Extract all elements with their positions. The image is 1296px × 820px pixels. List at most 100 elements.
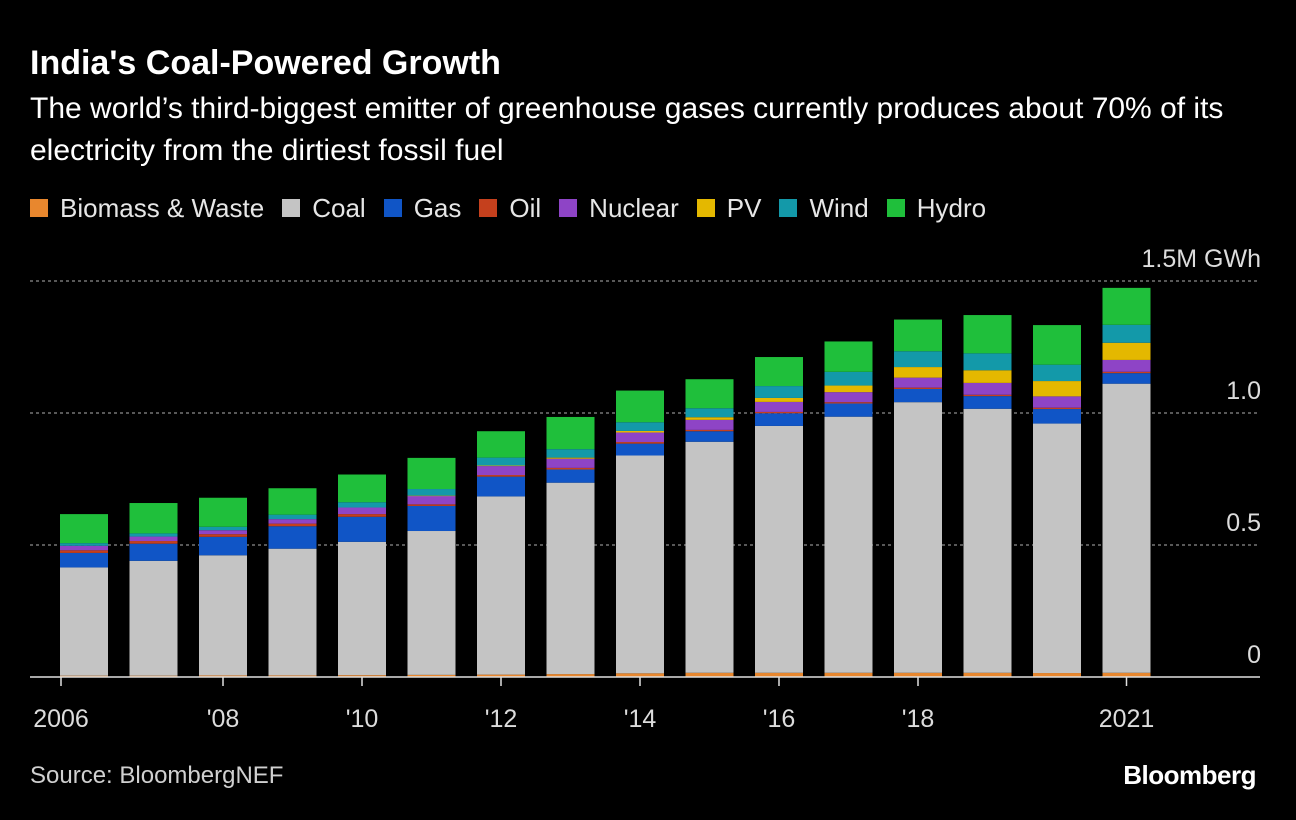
bar-segment-hydro [824,341,873,372]
bar-segment-wind [546,449,595,458]
bar-segment-nuclear [60,545,108,551]
bar-segment-wind [685,408,734,418]
bar-segment-hydro [407,457,456,490]
bar-stack-2007 [129,503,178,677]
x-tick-label: '12 [485,705,518,733]
bar-segment-coal [199,555,247,676]
bar-segment-nuclear [546,458,595,468]
bar-segment-wind [824,371,873,386]
bar-segment-oil [894,387,942,389]
bar-segment-hydro [685,379,734,409]
bar-segment-coal [129,560,178,676]
legend-label: Gas [413,192,462,223]
bar-stack-2009 [268,488,317,677]
x-tick-label: '08 [207,705,240,733]
bar-segment-coal [755,425,803,673]
bar-segment-hydro [1033,325,1081,365]
bar-segment-gas [60,552,108,568]
bar-segment-pv [477,465,525,467]
bar-segment-hydro [60,514,108,544]
bar-stack-2008 [199,497,247,677]
bar-segment-nuclear [894,377,942,388]
bar-segment-coal [616,455,664,674]
legend-swatch-coal [282,199,301,217]
bar-segment-biomass-and-waste [616,673,664,677]
bar-segment-coal [1102,383,1151,673]
bar-segment-coal [477,496,525,675]
bar-segment-nuclear [477,466,525,476]
bar-segment-wind [894,351,942,368]
bar-segment-pv [1102,342,1151,360]
bar-segment-pv [824,385,873,393]
bar-segment-oil [477,475,525,477]
bar-segment-hydro [755,357,803,387]
bar-segment-gas [268,526,317,549]
bar-segment-nuclear [1102,359,1151,372]
bar-segment-wind [963,353,1012,371]
bar-segment-hydro [129,503,178,534]
bar-segment-coal [338,541,386,676]
bar-segment-biomass-and-waste [407,674,456,677]
bar-segment-wind [129,533,178,537]
bar-segment-wind [268,514,317,520]
bar-segment-nuclear [407,495,456,505]
bar-segment-biomass-and-waste [268,675,317,677]
bar-segment-coal [824,416,873,673]
bar-segment-nuclear [963,382,1012,395]
chart-subtitle: The world’s third-biggest emitter of gre… [30,92,1224,167]
legend-swatch-wind [779,199,798,217]
bar-segment-biomass-and-waste [963,672,1012,677]
bar-stack-2018 [894,319,942,677]
legend-swatch-biomass-and-waste [30,199,48,217]
source-note: Source: BloombergNEF [30,762,284,789]
bar-segment-nuclear [129,536,178,542]
bar-segment-gas [199,536,247,556]
bar-stack-2015 [685,379,734,677]
bar-segment-oil [199,534,247,537]
bar-segment-coal [1033,423,1081,674]
bar-segment-wind [477,457,525,466]
bar-segment-coal [546,482,595,675]
legend-label: Wind [809,192,869,223]
bar-segment-nuclear [199,530,247,535]
bar-segment-wind [60,543,108,546]
bar-segment-biomass-and-waste [546,674,595,677]
bar-segment-biomass-and-waste [894,672,942,677]
x-tick-label: '10 [346,705,379,733]
chart-title: India's Coal-Powered Growth [30,44,501,82]
bar-segment-pv [963,370,1012,383]
bar-segment-gas [338,516,386,542]
legend-label: PV [726,192,762,223]
bar-segment-hydro [894,319,942,352]
bar-segment-oil [1033,407,1081,410]
bar-stack-2006 [60,514,108,677]
bar-segment-oil [824,402,873,404]
bar-segment-wind [407,489,456,496]
bar-segment-pv [1033,381,1081,397]
bar-segment-gas [755,413,803,426]
bar-segment-gas [546,469,595,483]
bar-segment-coal [963,408,1012,673]
legend-swatch-oil [479,199,498,217]
bar-segment-wind [338,502,386,508]
bar-segment-nuclear [268,519,317,524]
legend-swatch-nuclear [559,199,578,217]
bar-segment-wind [1033,364,1081,382]
x-tick-label: 2006 [33,705,89,733]
bar-segment-pv [685,417,734,420]
bar-stack-2010 [338,474,386,677]
bar-stack-2012 [477,431,525,677]
bar-segment-gas [963,396,1012,409]
bar-stack-2019 [963,315,1012,677]
bar-segment-gas [407,505,456,532]
bar-stack-2017 [824,341,873,677]
bar-segment-pv [755,397,803,402]
legend-label: Oil [509,192,542,223]
bar-stack-2014 [616,390,664,677]
bar-segment-coal [685,441,734,673]
bar-segment-nuclear [824,392,873,403]
bar-segment-wind [199,526,247,531]
legend-item-pv: PV [696,192,762,224]
bar-segment-coal [60,567,108,676]
